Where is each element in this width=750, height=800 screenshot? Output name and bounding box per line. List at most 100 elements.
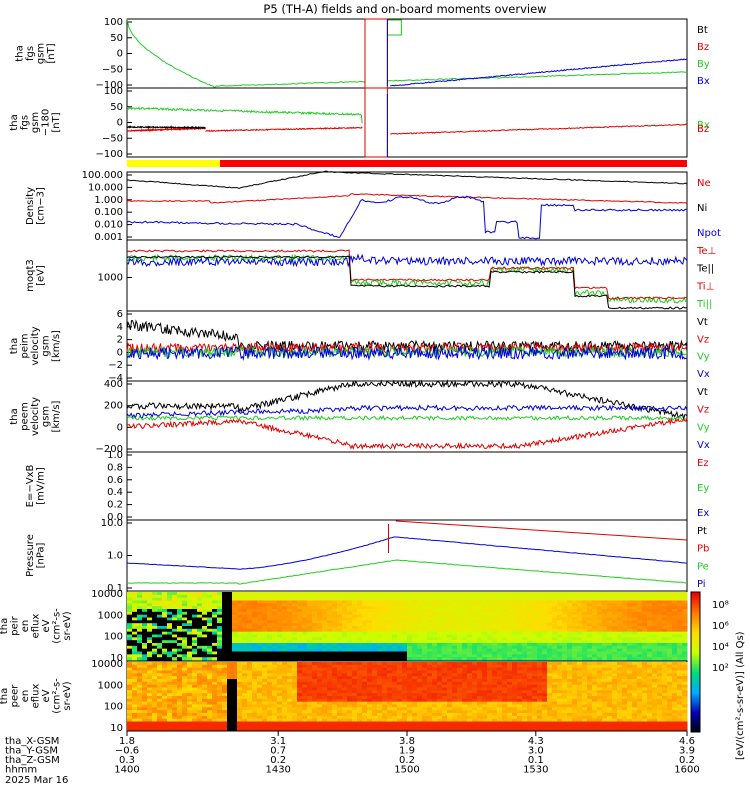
spec-cell	[542, 600, 548, 604]
spec-cell	[302, 721, 308, 725]
spec-cell	[572, 640, 578, 644]
spec-cell	[327, 609, 333, 613]
spec-cell	[267, 662, 273, 666]
spec-cell	[577, 617, 583, 621]
spec-cell	[467, 696, 473, 700]
spec-cell	[597, 643, 603, 647]
spec-cell	[132, 648, 138, 652]
spec-cell	[387, 631, 393, 635]
spec-cell	[537, 718, 543, 722]
spec-cell	[277, 640, 283, 644]
spec-cell	[187, 662, 193, 666]
spec-cell	[202, 645, 208, 650]
spec-cell	[457, 657, 463, 661]
spec-cell	[227, 614, 233, 618]
spec-cell	[372, 690, 378, 694]
spec-cell	[487, 600, 493, 604]
spec-cell	[477, 681, 483, 686]
spec-cell	[327, 626, 333, 630]
spec-cell	[507, 645, 513, 650]
spec-cell	[387, 657, 393, 661]
spec-cell	[392, 637, 398, 641]
spec-cell	[292, 710, 298, 714]
spec-cell	[287, 684, 293, 688]
spec-cell	[272, 631, 278, 635]
spec-cell	[132, 718, 138, 722]
spec-cell	[377, 724, 383, 728]
tick-label: 2	[117, 335, 123, 346]
spec-cell	[452, 597, 458, 601]
spec-cell	[172, 690, 178, 694]
spec-cell	[512, 620, 518, 624]
spec-cell	[407, 662, 413, 666]
spec-cell	[307, 628, 313, 633]
spec-cell	[267, 710, 273, 714]
spec-cell	[292, 648, 298, 652]
spec-cell	[367, 696, 373, 700]
spec-cell	[672, 600, 678, 604]
spec-cell	[492, 704, 498, 708]
spec-cell	[492, 724, 498, 728]
spec-cell	[487, 643, 493, 647]
spec-cell	[527, 673, 533, 677]
spec-cell	[187, 643, 193, 647]
spec-cell	[182, 693, 188, 697]
spec-cell	[552, 614, 558, 618]
spec-cell	[502, 713, 508, 717]
spec-cell	[472, 606, 478, 610]
spec-cell	[272, 707, 278, 711]
spec-cell	[367, 628, 373, 633]
spec-cell	[297, 693, 303, 697]
spec-cell	[277, 611, 283, 616]
spec-cell	[297, 657, 303, 661]
spec-cell	[542, 673, 548, 677]
spec-cell	[372, 724, 378, 728]
spec-cell	[497, 634, 503, 638]
spec-cell	[672, 637, 678, 641]
spec-cell	[297, 679, 303, 683]
spec-cell	[377, 698, 383, 703]
spec-cell	[607, 609, 613, 613]
spec-cell	[192, 713, 198, 717]
spec-cell	[177, 611, 183, 616]
spec-cell	[282, 687, 288, 691]
spec-cell	[387, 724, 393, 728]
spec-cell	[562, 594, 568, 599]
spec-cell	[207, 626, 213, 630]
spec-cell	[232, 654, 238, 658]
spec-cell	[297, 727, 303, 731]
spec-cell	[482, 611, 488, 616]
spec-cell	[442, 715, 448, 720]
spec-cell	[547, 713, 553, 717]
spec-cell	[467, 676, 473, 680]
spec-cell	[232, 623, 238, 627]
spec-cell	[237, 718, 243, 722]
spec-cell	[452, 693, 458, 697]
spec-cell	[447, 701, 453, 705]
spec-cell	[507, 684, 513, 688]
spec-cell	[397, 645, 403, 650]
spec-cell	[397, 696, 403, 700]
spec-cell	[572, 592, 578, 596]
spec-cell	[402, 710, 408, 714]
spec-cell	[347, 673, 353, 677]
spec-cell	[232, 698, 238, 703]
spec-cell	[152, 592, 158, 596]
spec-cell	[377, 640, 383, 644]
spec-cell	[157, 640, 163, 644]
spec-cell	[382, 681, 388, 686]
spec-cell	[307, 684, 313, 688]
spec-cell	[537, 620, 543, 624]
panel-frame	[126, 451, 688, 521]
spec-cell	[442, 654, 448, 658]
spec-cell	[452, 718, 458, 722]
spec-cell	[357, 609, 363, 613]
spec-cell	[547, 696, 553, 700]
spec-cell	[642, 654, 648, 658]
spec-cell	[492, 620, 498, 624]
spec-cell	[397, 718, 403, 722]
spec-cell	[372, 713, 378, 717]
spec-cell	[552, 592, 558, 596]
spec-cell	[382, 662, 388, 666]
spec-cell	[492, 594, 498, 599]
